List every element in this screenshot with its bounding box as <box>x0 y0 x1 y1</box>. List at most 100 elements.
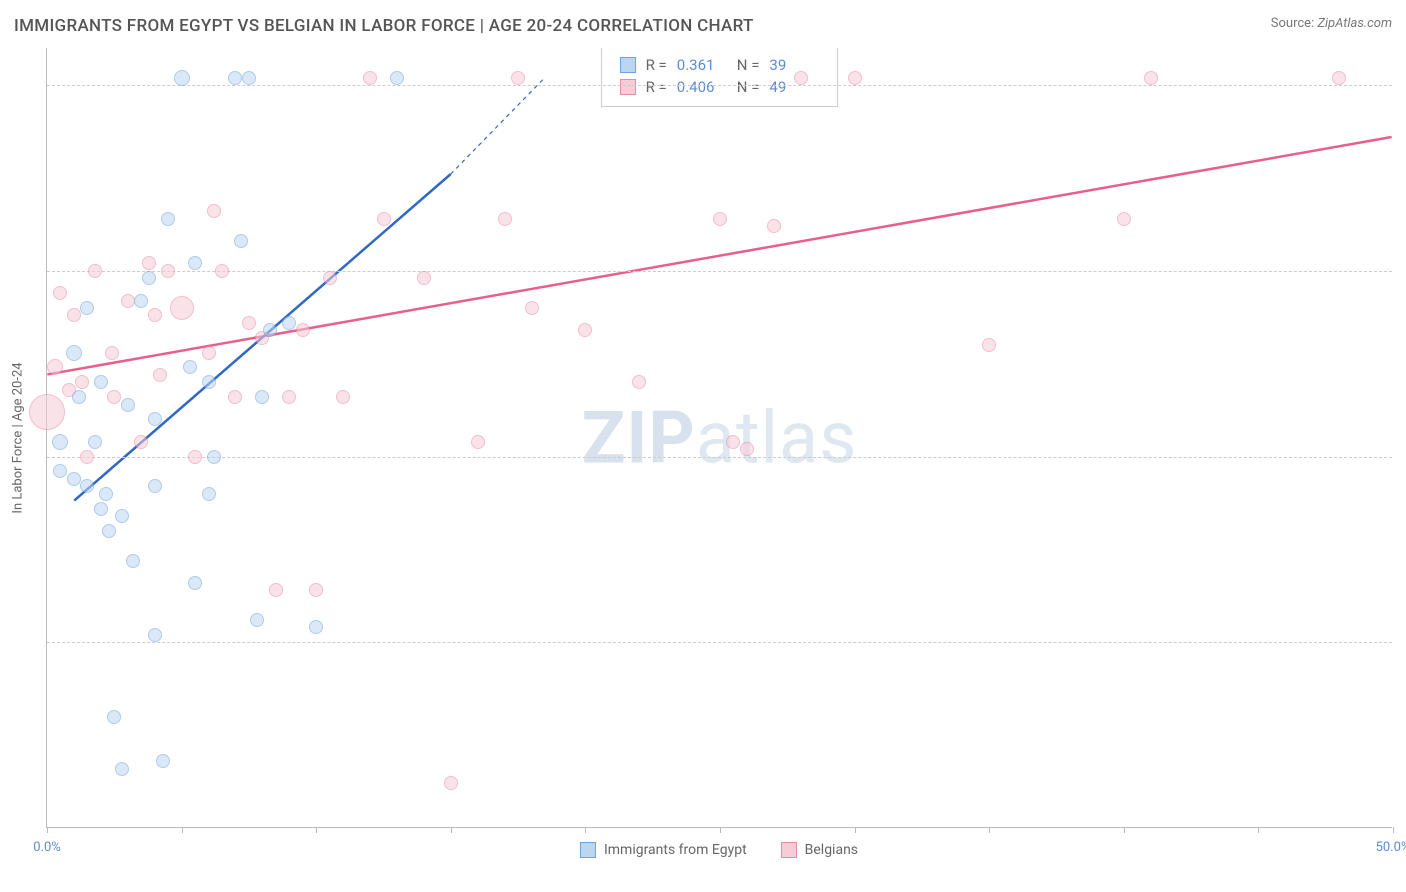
data-point-belgian <box>417 271 431 285</box>
swatch-egypt <box>620 57 636 73</box>
legend-item-egypt: Immigrants from Egypt <box>580 842 747 858</box>
watermark: ZIPatlas <box>582 395 858 480</box>
x-tick <box>1393 827 1394 833</box>
gridline <box>47 85 1392 86</box>
plot-region: ZIPatlas R =0.361 N =39 R =0.406 N =49 6… <box>46 48 1392 828</box>
data-point-belgian <box>336 390 350 404</box>
data-point-egypt <box>148 412 162 426</box>
x-tick <box>989 827 990 833</box>
data-point-belgian <box>444 776 458 790</box>
data-point-belgian <box>296 323 310 337</box>
data-point-egypt <box>390 71 404 85</box>
data-point-belgian <box>498 212 512 226</box>
source-link[interactable]: ZipAtlas.com <box>1317 16 1392 31</box>
data-point-egypt <box>188 576 202 590</box>
x-tick <box>1124 827 1125 833</box>
data-point-egypt <box>88 435 102 449</box>
data-point-belgian <box>511 71 525 85</box>
data-point-egypt <box>107 710 121 724</box>
data-point-belgian <box>107 390 121 404</box>
data-point-egypt <box>142 271 156 285</box>
data-point-egypt <box>53 464 67 478</box>
gridline <box>47 271 1392 272</box>
data-point-egypt <box>94 375 108 389</box>
data-point-egypt <box>80 301 94 315</box>
stats-row-belgian: R =0.406 N =49 <box>620 76 820 98</box>
data-point-egypt <box>52 434 68 450</box>
data-point-belgian <box>47 359 63 375</box>
data-point-egypt <box>80 479 94 493</box>
data-point-egypt <box>115 509 129 523</box>
data-point-belgian <box>134 435 148 449</box>
data-point-belgian <box>170 296 194 320</box>
data-point-egypt <box>309 620 323 634</box>
data-point-belgian <box>242 316 256 330</box>
data-point-egypt <box>66 345 82 361</box>
legend-item-belgian: Belgians <box>781 842 858 858</box>
data-point-belgian <box>53 286 67 300</box>
bottom-legend: Immigrants from Egypt Belgians <box>580 842 858 858</box>
data-point-belgian <box>982 338 996 352</box>
data-point-egypt <box>156 754 170 768</box>
data-point-belgian <box>1117 212 1131 226</box>
data-point-belgian <box>1144 71 1158 85</box>
data-point-belgian <box>153 368 167 382</box>
data-point-belgian <box>282 390 296 404</box>
data-point-belgian <box>228 390 242 404</box>
data-point-belgian <box>794 71 808 85</box>
data-point-belgian <box>848 71 862 85</box>
data-point-egypt <box>174 70 190 86</box>
x-tick <box>451 827 452 833</box>
data-point-belgian <box>188 450 202 464</box>
y-axis-title: In Labor Force | Age 20-24 <box>11 362 26 513</box>
data-point-egypt <box>161 212 175 226</box>
gridline <box>47 457 1392 458</box>
data-point-egypt <box>134 294 148 308</box>
data-point-egypt <box>263 323 277 337</box>
gridline <box>47 642 1392 643</box>
data-point-egypt <box>102 524 116 538</box>
trend-lines <box>47 48 1392 827</box>
data-point-belgian <box>578 323 592 337</box>
swatch-egypt-bottom <box>580 842 596 858</box>
x-tick-label: 0.0% <box>33 840 61 855</box>
stats-row-egypt: R =0.361 N =39 <box>620 54 820 76</box>
data-point-egypt <box>250 613 264 627</box>
data-point-belgian <box>215 264 229 278</box>
data-point-egypt <box>115 762 129 776</box>
swatch-belgian <box>620 79 636 95</box>
data-point-egypt <box>228 71 242 85</box>
x-tick <box>47 827 48 833</box>
source-label: Source: ZipAtlas.com <box>1271 16 1392 31</box>
data-point-belgian <box>207 204 221 218</box>
x-tick <box>1258 827 1259 833</box>
data-point-egypt <box>188 256 202 270</box>
data-point-belgian <box>80 450 94 464</box>
data-point-belgian <box>142 256 156 270</box>
swatch-belgian-bottom <box>781 842 797 858</box>
data-point-belgian <box>740 442 754 456</box>
chart-title: IMMIGRANTS FROM EGYPT VS BELGIAN IN LABO… <box>14 16 754 36</box>
data-point-egypt <box>202 487 216 501</box>
x-tick <box>585 827 586 833</box>
data-point-egypt <box>148 479 162 493</box>
data-point-belgian <box>363 71 377 85</box>
data-point-belgian <box>269 583 283 597</box>
data-point-egypt <box>183 360 197 374</box>
data-point-belgian <box>767 219 781 233</box>
data-point-egypt <box>207 450 221 464</box>
data-point-belgian <box>67 308 81 322</box>
data-point-belgian <box>161 264 175 278</box>
x-tick <box>316 827 317 833</box>
data-point-belgian <box>713 212 727 226</box>
chart-area: In Labor Force | Age 20-24 ZIPatlas R =0… <box>46 48 1392 828</box>
data-point-egypt <box>255 390 269 404</box>
x-tick-label: 50.0% <box>1376 840 1406 855</box>
data-point-egypt <box>121 398 135 412</box>
data-point-egypt <box>148 628 162 642</box>
data-point-belgian <box>29 394 65 430</box>
data-point-belgian <box>88 264 102 278</box>
data-point-belgian <box>471 435 485 449</box>
data-point-egypt <box>282 316 296 330</box>
data-point-egypt <box>234 234 248 248</box>
